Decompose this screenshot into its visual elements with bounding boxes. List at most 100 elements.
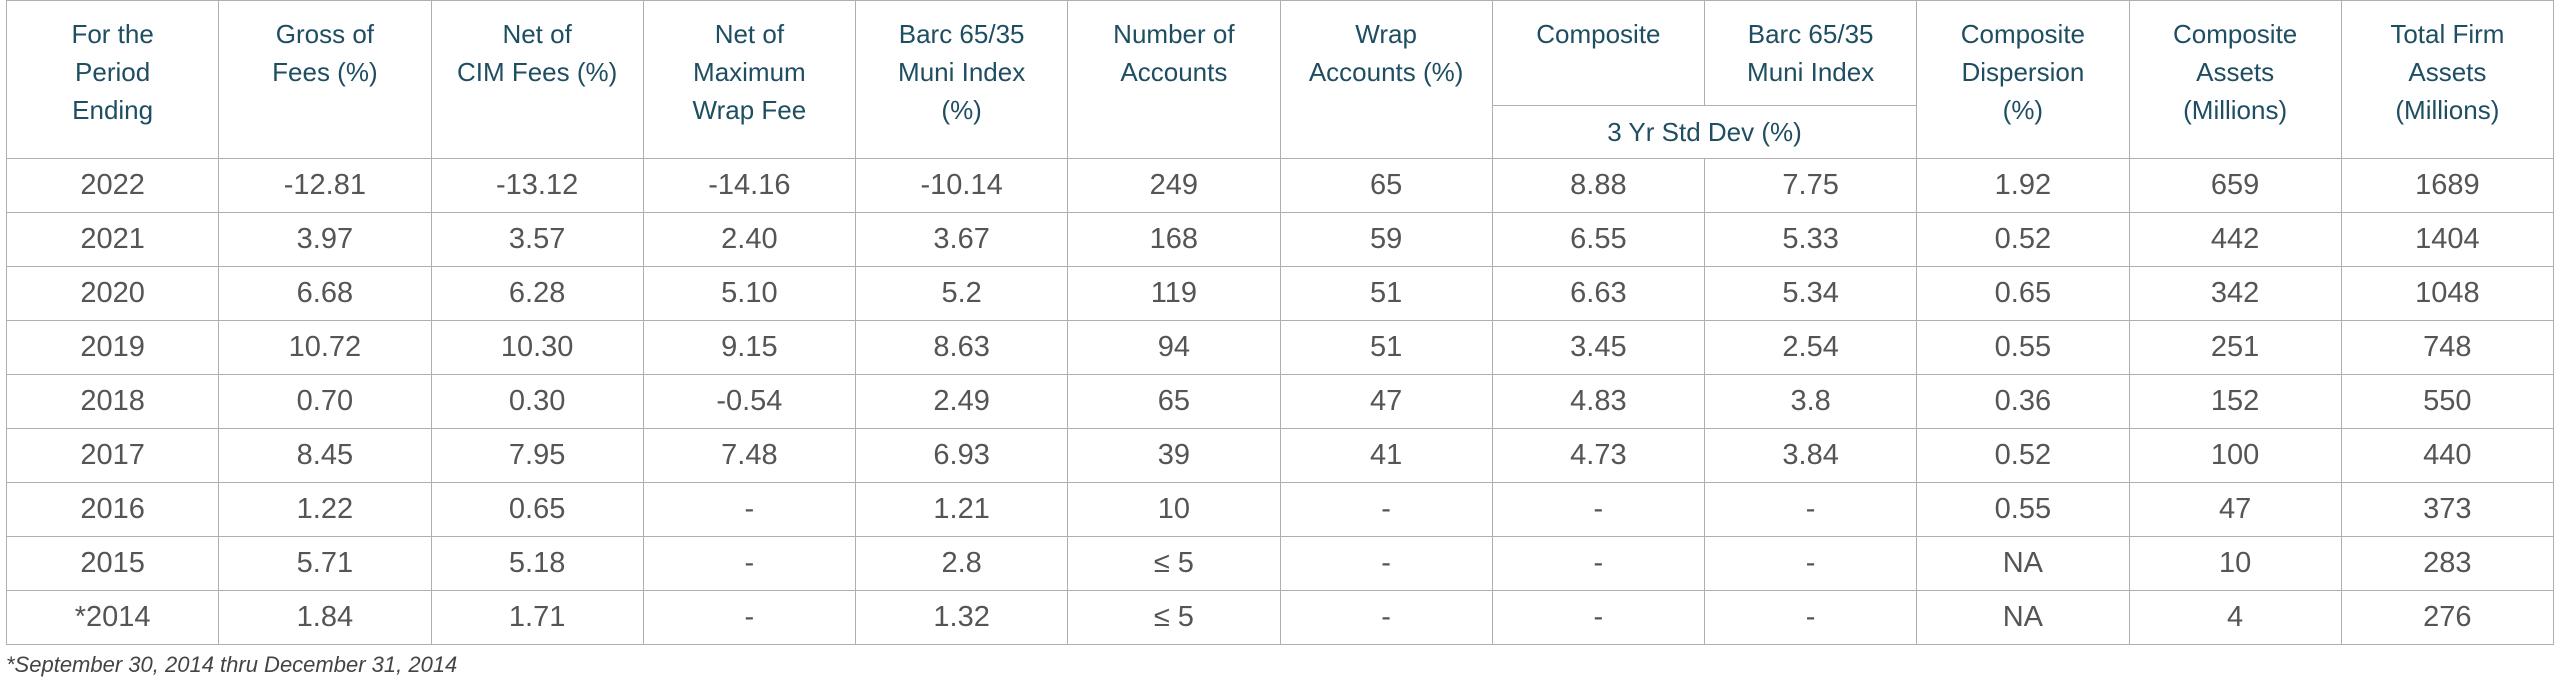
table-cell: - (1279, 536, 1493, 591)
table-cell: NA (1916, 536, 2130, 591)
table-cell: 748 (2340, 320, 2555, 375)
table-cell: 4.73 (1491, 428, 1706, 483)
table-cell: - (642, 536, 857, 591)
table-cell: - (1703, 536, 1918, 591)
footnote: *September 30, 2014 thru December 31, 20… (6, 652, 458, 677)
table-cell: 0.65 (1916, 266, 2130, 321)
table-cell: 0.55 (1916, 320, 2130, 375)
table-cell: 100 (2128, 428, 2342, 483)
table-cell: 8.45 (218, 428, 432, 483)
table-cell: 1404 (2340, 212, 2555, 267)
subheader: 3 Yr Std Dev (%) (1491, 105, 1918, 159)
table-cell: 152 (2128, 374, 2342, 429)
header-line: Dispersion (1961, 57, 2085, 87)
table-cell: 1.84 (218, 590, 432, 645)
table-cell: 65 (1279, 158, 1493, 213)
header-line: Composite (1960, 19, 2086, 49)
table-cell: 2022 (5, 158, 220, 213)
column-header: Total Firm Assets (Millions) (2340, 0, 2555, 159)
column-header: Net of Maximum Wrap Fee (642, 0, 857, 159)
table-cell: 51 (1279, 266, 1493, 321)
header-line: Barc 65/35 (1747, 19, 1874, 49)
table-cell: 8.88 (1491, 158, 1706, 213)
table-cell: 1.92 (1916, 158, 2130, 213)
table-cell: 9.15 (642, 320, 857, 375)
table-cell: 2.49 (854, 374, 1069, 429)
table-cell: 1689 (2340, 158, 2555, 213)
table-cell: 10 (1067, 482, 1281, 537)
table-cell: 7.95 (430, 428, 644, 483)
header-line: (Millions) (2183, 95, 2288, 125)
table-cell: 10.30 (430, 320, 644, 375)
table-cell: - (1491, 482, 1706, 537)
table-cell: - (642, 590, 857, 645)
table-cell: 0.70 (218, 374, 432, 429)
performance-table: For the Period Ending Gross of Fees (%) Net o… (5, 0, 2555, 645)
table-cell: 251 (2128, 320, 2342, 375)
table-row: 2020 6.68 6.28 5.10 5.2 119 51 6.63 5.34 0.65 342 1… (5, 266, 2555, 321)
table-cell: 47 (2128, 482, 2342, 537)
table-row: 2018 0.70 0.30 -0.54 2.49 65 47 4.83 3.8 0.36 152 5… (5, 374, 2555, 429)
table-cell: 2015 (5, 536, 220, 591)
table-cell: 0.52 (1916, 428, 2130, 483)
column-header: Wrap Accounts (%) (1279, 0, 1493, 159)
header-line: CIM Fees (%) (456, 57, 618, 87)
table-cell: 39 (1067, 428, 1281, 483)
table-row: 2019 10.72 10.30 9.15 8.63 94 51 3.45 2.54 0.55 25… (5, 320, 2555, 375)
table-cell: 5.34 (1703, 266, 1918, 321)
table-cell: - (1703, 590, 1918, 645)
subheader-row: 3 Yr Std Dev (%) (7, 105, 2554, 159)
table-cell: -12.81 (218, 158, 432, 213)
table-cell: 4 (2128, 590, 2342, 645)
table-cell: 2021 (5, 212, 220, 267)
column-header: Barc 65/35 Muni Index (1703, 0, 1918, 106)
table-cell: 550 (2340, 374, 2555, 429)
table-cell: - (1703, 482, 1918, 537)
table-cell: - (1279, 590, 1493, 645)
table-cell: 440 (2340, 428, 2555, 483)
header-row: For the Period Ending Gross of Fees (%) Net o… (5, 0, 2555, 159)
table-cell: 7.48 (642, 428, 857, 483)
table-cell: 8.63 (854, 320, 1069, 375)
table-cell: 41 (1279, 428, 1493, 483)
header-line: Assets (2196, 57, 2275, 87)
performance-table-wrap: For the Period Ending Gross of Fees (%) Net o… (5, 0, 2555, 645)
header-line: Net of (502, 19, 572, 49)
table-cell: 5.18 (430, 536, 644, 591)
table-cell: 2016 (5, 482, 220, 537)
header-line: Wrap (1355, 19, 1417, 49)
table-cell: - (1279, 482, 1493, 537)
header-line: (Millions) (2395, 95, 2500, 125)
table-cell: NA (1916, 590, 2130, 645)
header-line: Number of (1113, 19, 1235, 49)
header-line: Muni Index (1747, 57, 1875, 87)
table-cell: 3.67 (854, 212, 1069, 267)
table-cell: 2.40 (642, 212, 857, 267)
table-cell: 4.83 (1491, 374, 1706, 429)
header-line: Composite (2172, 19, 2298, 49)
table-cell: 0.30 (430, 374, 644, 429)
table-row: 2016 1.22 0.65-1.21 10- - -0.55 47 373 (5, 482, 2555, 537)
table-cell: 0.55 (1916, 482, 2130, 537)
table-cell: 6.63 (1491, 266, 1706, 321)
table-cell: -10.14 (854, 158, 1069, 213)
table-cell: 2019 (5, 320, 220, 375)
table-cell: 2.54 (1703, 320, 1918, 375)
header-line: Maximum (693, 57, 806, 87)
table-cell: 2018 (5, 374, 220, 429)
table-cell: 659 (2128, 158, 2342, 213)
table-cell: 119 (1067, 266, 1281, 321)
column-header: Composite (1491, 0, 1706, 106)
table-cell: 3.84 (1703, 428, 1918, 483)
header-line: Fees (%) (272, 57, 378, 87)
table-row: 2017 8.45 7.95 7.48 6.93 39 41 4.73 3.84 0.52 100 4… (5, 428, 2555, 483)
table-cell: 5.10 (642, 266, 857, 321)
table-cell: 3.57 (430, 212, 644, 267)
table-cell: 0.52 (1916, 212, 2130, 267)
table-cell: 373 (2340, 482, 2555, 537)
table-cell: 10.72 (218, 320, 432, 375)
table-cell: 6.68 (218, 266, 432, 321)
table-cell: 6.28 (430, 266, 644, 321)
table-cell: *2014 (5, 590, 220, 645)
